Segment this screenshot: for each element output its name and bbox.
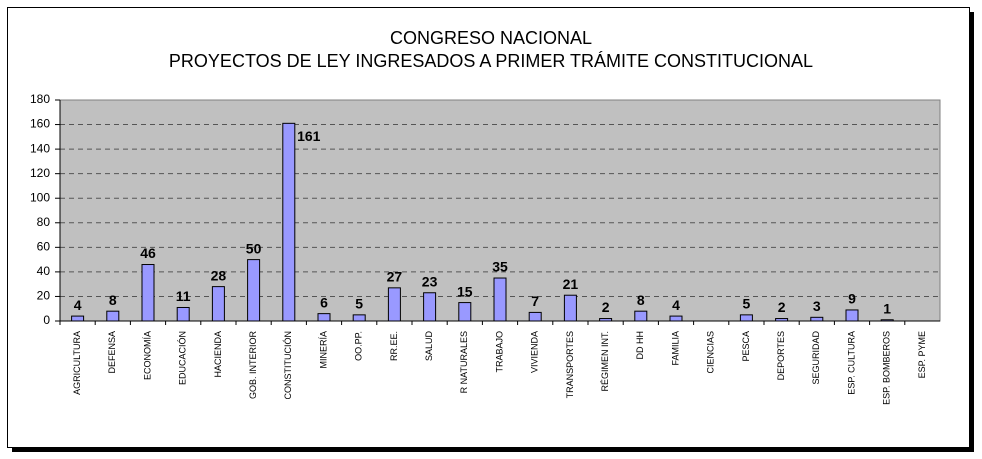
x-tick-label: CIENCIAS <box>706 331 716 374</box>
data-label: 27 <box>387 269 403 285</box>
data-label: 5 <box>743 296 751 312</box>
data-label: 28 <box>211 267 227 283</box>
chart-title: CONGRESO NACIONAL <box>390 28 592 48</box>
y-tick-label: 0 <box>43 313 50 327</box>
data-label: 4 <box>74 297 82 313</box>
data-label: 2 <box>602 299 610 315</box>
y-tick-label: 20 <box>37 289 51 303</box>
bar <box>599 318 613 322</box>
data-label: 23 <box>422 273 438 289</box>
x-tick-label: VIVIENDA <box>530 331 540 373</box>
bar <box>352 314 366 322</box>
data-label: 2 <box>778 299 786 315</box>
x-tick-label: GOB. INTERIOR <box>248 331 258 400</box>
x-tick-label: SEGURIDAD <box>811 331 821 385</box>
bar <box>528 311 542 322</box>
bar <box>317 313 331 322</box>
x-tick-label: DEPORTES <box>776 331 786 380</box>
y-tick-label: 160 <box>30 117 50 131</box>
data-label: 8 <box>637 292 645 308</box>
bar <box>810 316 824 322</box>
bar <box>634 310 648 322</box>
x-tick-label: RÉGIMEN INT. <box>600 331 610 392</box>
y-tick-label: 120 <box>30 166 50 180</box>
x-tick-label: R NATURALES <box>459 331 469 393</box>
y-tick-label: 80 <box>37 215 51 229</box>
bar <box>845 309 859 322</box>
x-tick-label: TRANSPORTES <box>565 331 575 398</box>
bar <box>106 310 120 322</box>
x-tick-label: DEFENSA <box>107 331 117 374</box>
y-tick-label: 140 <box>30 141 50 155</box>
bar <box>739 314 753 322</box>
bar <box>669 315 683 322</box>
data-label: 15 <box>457 283 473 299</box>
x-tick-label: AGRICULTURA <box>72 331 82 395</box>
bar <box>141 264 155 322</box>
x-tick-label: DD HH <box>635 331 645 360</box>
y-tick-label: 60 <box>37 240 51 254</box>
bar <box>176 306 190 322</box>
y-tick-label: 180 <box>30 92 50 106</box>
x-tick-label: SALUD <box>424 331 434 362</box>
data-label: 161 <box>297 128 321 144</box>
x-tick-label: ESP. PYME <box>917 331 927 378</box>
x-tick-label: TRABAJO <box>494 331 504 373</box>
bar <box>211 286 225 322</box>
x-tick-label: HACIENDA <box>213 331 223 378</box>
data-label: 5 <box>355 296 363 312</box>
y-tick-label: 40 <box>37 264 51 278</box>
x-tick-label: ESP. BOMBEROS <box>882 331 892 405</box>
data-label: 35 <box>492 259 508 275</box>
bar <box>247 259 261 322</box>
data-label: 4 <box>672 297 680 313</box>
bar <box>423 292 437 322</box>
x-tick-label: RR.EE. <box>389 331 399 361</box>
data-label: 21 <box>563 276 579 292</box>
data-label: 3 <box>813 298 821 314</box>
bar <box>493 277 507 322</box>
data-label: 7 <box>531 293 539 309</box>
data-label: 1 <box>883 300 891 316</box>
chart-subtitle: PROYECTOS DE LEY INGRESADOS A PRIMER TRÁ… <box>169 51 813 71</box>
bar <box>775 318 789 322</box>
bar <box>458 302 472 322</box>
data-label: 8 <box>109 292 117 308</box>
x-tick-label: FAMILIA <box>670 331 680 366</box>
y-tick-label: 100 <box>30 190 50 204</box>
x-tick-label: ESP. CULTURA <box>846 331 856 395</box>
data-label: 9 <box>848 291 856 307</box>
data-label: 50 <box>246 240 262 256</box>
bar <box>880 319 894 322</box>
bar <box>71 315 85 322</box>
x-tick-label: EDUCACIÓN <box>178 331 188 385</box>
x-tick-label: CONSTITUCIÓN <box>283 331 293 400</box>
data-label: 46 <box>140 245 156 261</box>
x-tick-label: OO.PP. <box>354 331 364 361</box>
bar <box>282 122 296 322</box>
bar <box>563 294 577 322</box>
data-label: 11 <box>176 288 191 304</box>
x-tick-label: ECONOMÍA <box>142 331 152 380</box>
x-tick-label: MINERÍA <box>318 331 328 369</box>
bar <box>387 287 401 322</box>
x-tick-label: PESCA <box>741 331 751 362</box>
data-label: 6 <box>320 294 328 310</box>
